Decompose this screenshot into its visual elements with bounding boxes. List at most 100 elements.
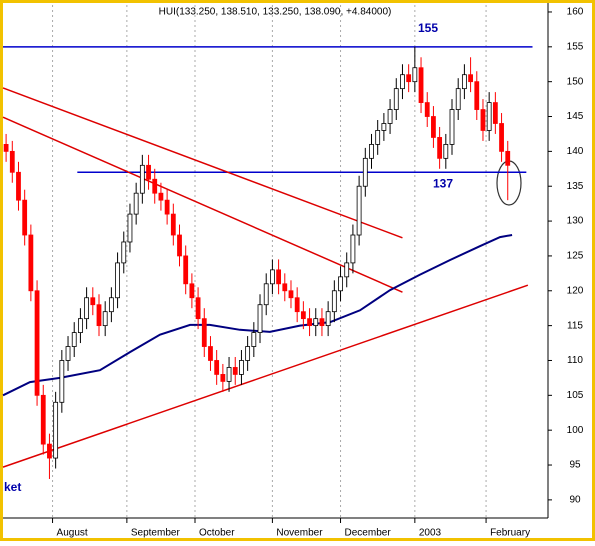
candle-body bbox=[356, 185, 362, 236]
candle-body bbox=[270, 269, 275, 285]
y-tick-label: 140 bbox=[567, 146, 584, 157]
candle-body bbox=[189, 283, 195, 299]
candle-body bbox=[424, 102, 430, 117]
candle-body bbox=[431, 116, 436, 138]
candle-body bbox=[183, 255, 189, 285]
candle-body bbox=[393, 88, 399, 110]
candle-body bbox=[443, 144, 449, 159]
candle-body bbox=[232, 367, 238, 375]
candle-body bbox=[325, 311, 331, 327]
candle-body bbox=[499, 123, 504, 152]
candle-body bbox=[307, 318, 312, 327]
x-tick-label: October bbox=[199, 528, 235, 539]
candle-body bbox=[34, 290, 40, 396]
y-tick-label: 100 bbox=[567, 425, 584, 436]
candle-body bbox=[344, 262, 350, 278]
candle-body bbox=[350, 234, 356, 264]
candle-body bbox=[90, 297, 96, 306]
candle-body bbox=[362, 157, 368, 187]
candle-body bbox=[177, 234, 182, 257]
chart-title: HUI(133.250, 138.510, 133.250, 138.090, … bbox=[159, 7, 392, 18]
x-tick-label: 2003 bbox=[419, 528, 442, 539]
y-tick-label: 160 bbox=[567, 7, 584, 18]
candle-body bbox=[263, 283, 269, 306]
candle-body bbox=[449, 109, 455, 145]
candle-body bbox=[276, 269, 281, 285]
candle-body bbox=[146, 164, 151, 180]
candle-body bbox=[400, 74, 405, 90]
candle-body bbox=[47, 443, 52, 459]
candle-body bbox=[195, 297, 201, 320]
candle-body bbox=[313, 318, 319, 327]
trend-line bbox=[2, 284, 529, 468]
candle-body bbox=[84, 297, 90, 320]
candle-body bbox=[78, 318, 83, 333]
candle-body bbox=[133, 192, 139, 215]
candle-body bbox=[331, 290, 337, 313]
candle-body bbox=[96, 304, 102, 327]
candle-body bbox=[16, 171, 21, 201]
candle-body bbox=[505, 150, 511, 166]
trend-line bbox=[2, 87, 403, 239]
candle-body bbox=[468, 74, 473, 83]
candle-body bbox=[375, 130, 381, 145]
candle-body bbox=[406, 74, 412, 83]
candle-body bbox=[288, 290, 294, 299]
candle-body bbox=[220, 374, 226, 382]
candle-body bbox=[455, 88, 461, 110]
candle-body bbox=[108, 297, 114, 313]
candle-body bbox=[9, 150, 15, 173]
candle-body bbox=[282, 283, 288, 292]
candle-body bbox=[40, 394, 46, 445]
candle-body bbox=[22, 199, 28, 236]
candle-body bbox=[139, 164, 145, 194]
candle-body bbox=[461, 74, 467, 90]
candle-body bbox=[121, 241, 127, 264]
y-tick-label: 90 bbox=[569, 495, 581, 506]
x-tick-label: September bbox=[131, 528, 181, 539]
y-tick-label: 155 bbox=[567, 41, 584, 52]
y-tick-label: 145 bbox=[567, 111, 584, 122]
candle-body bbox=[102, 311, 108, 327]
level-label: 137 bbox=[433, 176, 453, 190]
candle-body bbox=[214, 360, 220, 375]
candle-body bbox=[474, 81, 480, 110]
candle-body bbox=[170, 213, 176, 236]
candle-body bbox=[486, 102, 492, 131]
candle-body bbox=[300, 311, 306, 320]
candle-body bbox=[226, 367, 232, 382]
y-tick-label: 95 bbox=[569, 460, 581, 471]
candle-body bbox=[59, 360, 65, 403]
y-tick-label: 105 bbox=[567, 390, 584, 401]
y-tick-label: 110 bbox=[567, 355, 583, 366]
candle-body bbox=[245, 346, 251, 361]
candle-body bbox=[53, 401, 59, 459]
y-tick-label: 120 bbox=[567, 285, 584, 296]
candle-body bbox=[164, 199, 170, 215]
x-tick-label: August bbox=[57, 528, 88, 539]
trend-line bbox=[2, 116, 403, 293]
candle-body bbox=[208, 346, 213, 361]
candle-body bbox=[338, 276, 343, 292]
candle-body bbox=[71, 332, 77, 347]
candle-body bbox=[158, 192, 164, 201]
y-tick-label: 125 bbox=[567, 251, 584, 262]
candle-body bbox=[152, 178, 158, 194]
candle-body bbox=[492, 102, 498, 124]
moving-average bbox=[2, 234, 513, 397]
candle-body bbox=[319, 318, 325, 327]
candle-body bbox=[257, 304, 263, 333]
x-tick-label: February bbox=[490, 528, 530, 539]
y-tick-label: 150 bbox=[567, 76, 584, 87]
candle-body bbox=[251, 332, 257, 347]
level-label: 155 bbox=[418, 21, 438, 35]
candle-body bbox=[294, 297, 300, 313]
candle-body bbox=[65, 346, 71, 361]
candle-body bbox=[480, 109, 486, 131]
candle-body bbox=[115, 262, 120, 299]
candle-body bbox=[239, 360, 244, 375]
candle-body bbox=[28, 234, 34, 292]
x-tick-label: December bbox=[345, 528, 392, 539]
